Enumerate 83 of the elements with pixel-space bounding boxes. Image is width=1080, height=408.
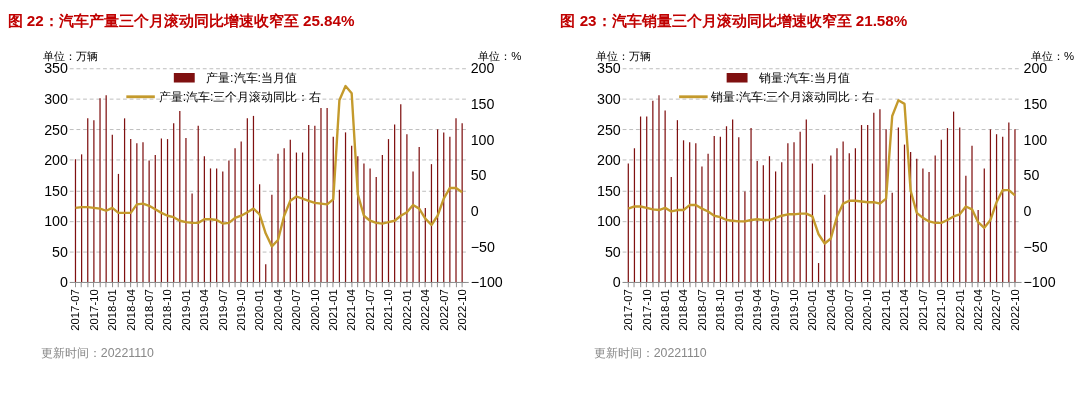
x-tick-label: 2021-04 <box>898 289 911 331</box>
x-tick-label: 2018-07 <box>695 289 708 331</box>
y-tick-label: 200 <box>596 152 621 169</box>
x-tick-label: 2022-04 <box>971 289 984 331</box>
y2-axis-title: 单位：% <box>478 50 522 63</box>
text: 更新时间：20221110 <box>40 346 155 361</box>
x-tick-label: 2017-10 <box>87 289 100 331</box>
x-tick-label: 2022-04 <box>419 289 432 331</box>
x-tick-label: 2018-07 <box>142 289 155 331</box>
x-tick-label: 2020-07 <box>290 289 303 331</box>
y-tick-label: 150 <box>596 182 621 199</box>
y2-tick-label: 50 <box>1023 167 1040 184</box>
x-tick-label: 2021-07 <box>363 289 376 331</box>
y-tick-label: 300 <box>44 91 68 108</box>
legend-label: 产量:汽车:三个月滚动同比：右 <box>158 89 322 104</box>
x-tick-label: 2019-07 <box>769 289 782 331</box>
x-tick-label: 2020-10 <box>861 289 874 331</box>
x-tick-label: 2022-01 <box>400 289 413 331</box>
text: 更新时间：20221110 <box>593 346 707 361</box>
y-tick-label: 150 <box>44 182 68 199</box>
x-tick-label: 2018-04 <box>677 289 690 331</box>
x-tick-label: 2021-01 <box>879 289 892 331</box>
x-tick-label: 2020-04 <box>271 289 284 331</box>
y2-tick-label: −100 <box>470 274 503 291</box>
y2-tick-label: 150 <box>1023 96 1048 113</box>
x-tick-label: 2020-04 <box>824 289 837 331</box>
y-tick-label: 50 <box>52 243 68 260</box>
y-tick-label: 0 <box>612 274 621 291</box>
x-tick-label: 2019-07 <box>216 289 229 331</box>
y-tick-label: 100 <box>44 213 68 230</box>
x-tick-label: 2019-10 <box>234 289 247 331</box>
y-tick-label: 200 <box>44 152 68 169</box>
chart-title: 图 23：汽车销量三个月滚动同比增速收窄至 21.58% <box>560 12 908 30</box>
x-tick-label: 2022-01 <box>953 289 966 331</box>
y2-tick-label: −50 <box>1023 238 1048 255</box>
x-tick-label: 2018-10 <box>161 289 174 331</box>
y2-tick-label: 0 <box>1023 202 1032 219</box>
y-tick-label: 50 <box>604 243 621 260</box>
x-tick-label: 2017-10 <box>640 289 653 331</box>
y2-tick-label: 50 <box>470 167 487 184</box>
x-tick-label: 2018-04 <box>124 289 137 331</box>
x-tick-label: 2022-07 <box>990 289 1003 331</box>
legend-label: 销量:汽车:当月值 <box>757 70 850 85</box>
y2-tick-label: −50 <box>470 238 495 255</box>
x-tick-label: 2019-10 <box>787 289 800 331</box>
y-tick-label: 100 <box>596 213 621 230</box>
y-tick-label: 300 <box>596 91 621 108</box>
x-tick-label: 2020-01 <box>806 289 819 331</box>
y2-axis-title: 单位：% <box>1031 50 1075 63</box>
line-series <box>74 84 464 248</box>
x-tick-label: 2020-07 <box>843 289 856 331</box>
y-tick-label: 250 <box>596 121 621 138</box>
y-axis-title: 单位：万辆 <box>43 50 99 63</box>
x-tick-label: 2021-07 <box>916 289 929 331</box>
x-tick-label: 2017-07 <box>622 289 635 331</box>
y2-tick-label: 100 <box>1023 131 1048 148</box>
y2-tick-label: 0 <box>470 202 479 219</box>
y-tick-label: 0 <box>59 274 68 291</box>
y-tick-label: 250 <box>44 121 68 138</box>
legend-label: 销量:汽车:三个月滚动同比：右 <box>710 89 875 104</box>
x-tick-label: 2020-10 <box>308 289 321 331</box>
y2-tick-label: −100 <box>1023 274 1056 291</box>
y2-tick-label: 100 <box>470 131 495 148</box>
x-tick-label: 2022-07 <box>437 289 450 331</box>
x-tick-label: 2017-07 <box>69 289 82 331</box>
y-axis-title: 单位：万辆 <box>596 50 652 63</box>
legend-label: 产量:汽车:当月值 <box>206 70 297 85</box>
x-tick-label: 2022-10 <box>455 289 468 331</box>
x-tick-label: 2020-01 <box>253 289 266 331</box>
x-tick-label: 2021-04 <box>345 289 358 331</box>
x-tick-label: 2019-01 <box>732 289 745 331</box>
x-tick-label: 2021-01 <box>327 289 340 331</box>
x-tick-label: 2022-10 <box>1008 289 1021 331</box>
x-tick-label: 2018-01 <box>658 289 671 331</box>
y2-tick-label: 150 <box>470 96 495 113</box>
chart-title: 图 22：汽车产量三个月滚动同比增速收窄至 25.84% <box>7 12 355 30</box>
x-tick-label: 2018-10 <box>714 289 727 331</box>
x-tick-label: 2021-10 <box>382 289 395 331</box>
x-tick-label: 2019-04 <box>750 289 763 331</box>
x-tick-label: 2019-01 <box>179 289 192 331</box>
x-tick-label: 2021-10 <box>935 289 948 331</box>
x-tick-label: 2019-04 <box>198 289 211 331</box>
x-tick-label: 2018-01 <box>106 289 119 331</box>
